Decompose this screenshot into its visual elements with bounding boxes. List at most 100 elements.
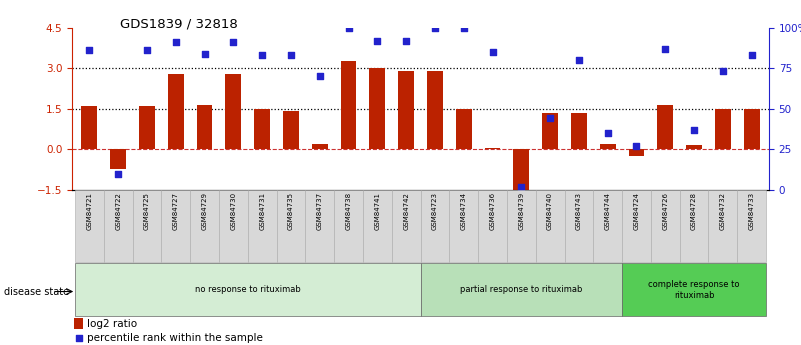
Text: GSM84739: GSM84739 [518,192,525,230]
Bar [305,190,334,262]
Bar [398,71,414,149]
Point [198,51,211,56]
Point [544,116,557,121]
Bar [485,148,501,149]
Text: GSM84743: GSM84743 [576,192,582,230]
Bar [536,190,565,262]
Bar [686,145,702,149]
Bar [254,109,270,149]
Text: GSM84721: GSM84721 [87,192,92,230]
Bar [369,68,385,149]
Text: GSM84731: GSM84731 [260,192,265,230]
Point [745,52,758,58]
Text: partial response to rituximab: partial response to rituximab [460,285,582,294]
Bar [744,109,759,149]
Bar [392,190,421,262]
Text: GSM84742: GSM84742 [403,192,409,230]
Bar [715,109,731,149]
Text: GSM84744: GSM84744 [605,192,610,230]
Text: complete response to
rituximab: complete response to rituximab [648,280,740,299]
Text: GSM84726: GSM84726 [662,192,668,230]
Point [256,52,268,58]
Point [573,57,586,63]
Bar [513,149,529,197]
Text: disease state: disease state [4,287,69,296]
Text: GSM84728: GSM84728 [691,192,697,230]
Point [602,130,614,136]
Text: GSM84740: GSM84740 [547,192,553,230]
Point [112,171,125,176]
Bar [104,190,132,262]
Bar [276,190,305,262]
Text: percentile rank within the sample: percentile rank within the sample [87,333,264,343]
Bar [456,109,472,149]
Point [515,184,528,189]
Point [227,39,239,45]
Point [400,38,413,43]
Point [457,25,470,30]
Bar [737,190,766,262]
FancyBboxPatch shape [622,263,766,316]
Bar [225,73,241,149]
Text: GSM84727: GSM84727 [173,192,179,230]
Bar [709,190,737,262]
Point [371,38,384,43]
Point [367,265,380,270]
Text: GSM84736: GSM84736 [489,192,496,230]
Bar [248,190,276,262]
Point [716,69,729,74]
Bar [219,190,248,262]
Bar [421,190,449,262]
Point [342,25,355,30]
Bar [571,113,587,149]
Text: GSM84729: GSM84729 [202,192,207,230]
Bar [161,190,190,262]
Text: GSM84723: GSM84723 [432,192,438,230]
Text: GSM84730: GSM84730 [231,192,236,230]
Point [284,52,297,58]
FancyBboxPatch shape [75,263,421,316]
Text: GDS1839 / 32818: GDS1839 / 32818 [120,17,238,30]
Bar [594,190,622,262]
Bar [340,61,356,149]
Bar [111,149,126,169]
Bar [600,144,616,149]
Bar [565,190,594,262]
Bar [312,144,328,149]
Point [83,48,96,53]
Bar [190,190,219,262]
Text: GSM84733: GSM84733 [749,192,755,230]
Bar [622,190,651,262]
Point [140,48,153,53]
Bar [478,190,507,262]
Text: GSM84738: GSM84738 [345,192,352,230]
Point [659,46,672,51]
Text: GSM84732: GSM84732 [720,192,726,230]
Text: GSM84722: GSM84722 [115,192,121,230]
Point [169,39,182,45]
Bar [168,73,183,149]
Point [486,49,499,55]
Bar [629,149,645,156]
Text: GSM84724: GSM84724 [634,192,639,230]
Text: GSM84725: GSM84725 [144,192,150,230]
Bar [75,190,104,262]
Point [630,143,643,149]
Text: no response to rituximab: no response to rituximab [195,285,300,294]
Point [429,25,441,30]
Bar [74,318,83,329]
Text: log2 ratio: log2 ratio [87,318,138,328]
Bar [334,190,363,262]
Bar [427,71,443,149]
Bar [196,105,212,149]
Bar [283,111,299,149]
Point [688,127,701,132]
FancyBboxPatch shape [421,263,622,316]
Bar [139,106,155,149]
Bar [651,190,680,262]
Text: GSM84737: GSM84737 [316,192,323,230]
Bar [132,190,161,262]
Text: GSM84734: GSM84734 [461,192,467,230]
Text: GSM84741: GSM84741 [374,192,380,230]
Bar [542,113,558,149]
